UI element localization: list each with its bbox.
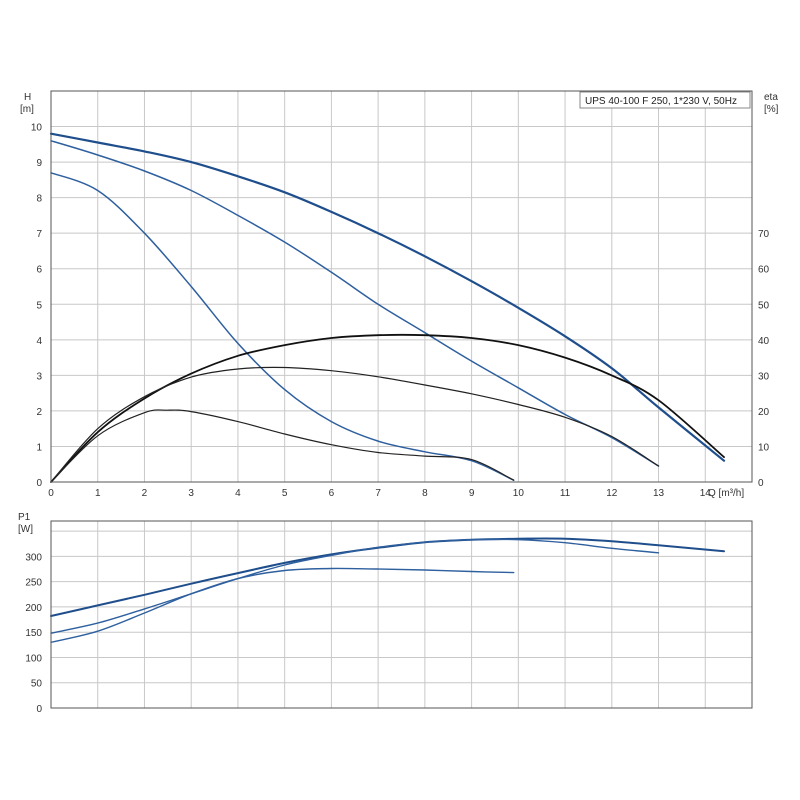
- power-chart-ticks: 0 50 100 150 200 250 300: [25, 552, 42, 715]
- x-tick-label: 5: [282, 488, 288, 499]
- power-curve: [50, 567, 515, 643]
- power-chart: 0 50 100 150 200 250 300 P1 [W]: [18, 512, 753, 715]
- power-tick-label: 300: [25, 552, 42, 563]
- power-tick-label: 200: [25, 603, 42, 614]
- efficiency-curve: [50, 366, 660, 483]
- x-tick-label: 7: [375, 488, 381, 499]
- power-axis-unit: [W]: [18, 524, 33, 535]
- y2-axis-label: eta: [764, 92, 778, 103]
- x-tick-label: 4: [235, 488, 241, 499]
- head-chart-frame: [50, 90, 753, 483]
- x-tick-label: 11: [560, 488, 571, 499]
- legend-box: [579, 91, 751, 109]
- x-tick-label: 9: [469, 488, 475, 499]
- y2-axis-unit: [%]: [764, 104, 779, 115]
- power-tick-label: 100: [25, 653, 42, 664]
- y-tick-label: 0: [36, 478, 42, 489]
- y-tick-label: 4: [36, 336, 42, 347]
- y-tick-label: 10: [31, 123, 43, 134]
- head-curve: [50, 172, 515, 481]
- y-tick-label: 8: [36, 194, 42, 205]
- x-tick-label: 13: [653, 488, 665, 499]
- head-curve: [49, 132, 726, 462]
- power-chart-grid: [50, 521, 753, 709]
- power-tick-label: 250: [25, 578, 42, 589]
- power-tick-label: 150: [25, 628, 42, 639]
- y-axis-label: H: [24, 92, 31, 103]
- y-axis-unit: [m]: [20, 104, 34, 115]
- x-tick-label: 2: [142, 488, 148, 499]
- y-tick-label: 3: [36, 371, 42, 382]
- head-chart-series: [49, 132, 726, 483]
- y2-tick-label: 60: [758, 265, 770, 276]
- x-tick-label: 3: [188, 488, 194, 499]
- head-curve: [50, 140, 660, 467]
- x-tick-label: 14: [700, 488, 712, 499]
- y-tick-label: 6: [36, 265, 42, 276]
- efficiency-curve: [50, 409, 515, 483]
- efficiency-curve: [50, 333, 725, 483]
- y-tick-label: 2: [36, 407, 42, 418]
- head-efficiency-chart: 0 1 2 3 4 5 6 7 8 9 10 11 12 13 1401234567891001020304…: [20, 90, 779, 499]
- head-chart-grid: [50, 90, 753, 483]
- head-chart-ticks: 0 1 2 3 4 5 6 7 8 9 10 11 12 13 1401234567891001020304…: [31, 123, 770, 499]
- x-tick-label: 8: [422, 488, 428, 499]
- y-tick-label: 7: [36, 229, 42, 240]
- legend-title: UPS 40-100 F 250, 1*230 V, 50Hz: [585, 96, 737, 107]
- y-tick-label: 5: [36, 300, 42, 311]
- y2-tick-label: 70: [758, 229, 770, 240]
- power-tick-label: 50: [31, 679, 43, 690]
- power-chart-series: [50, 537, 725, 643]
- legend: UPS 40-100 F 250, 1*230 V, 50Hz: [579, 91, 751, 109]
- y2-tick-label: 40: [758, 336, 770, 347]
- x-tick-label: 12: [606, 488, 618, 499]
- x-tick-label: 1: [95, 488, 101, 499]
- y-tick-label: 9: [36, 158, 42, 169]
- x-tick-label: 0: [48, 488, 54, 499]
- power-axis-label: P1: [18, 512, 31, 523]
- y2-tick-label: 30: [758, 371, 770, 382]
- power-chart-frame: [50, 520, 753, 709]
- y2-tick-label: 20: [758, 407, 770, 418]
- x-tick-label: 10: [513, 488, 525, 499]
- x-axis-label: Q [m³/h]: [708, 488, 744, 499]
- y2-tick-label: 0: [758, 478, 764, 489]
- power-tick-label: 0: [36, 704, 42, 715]
- x-tick-label: 6: [329, 488, 335, 499]
- y-tick-label: 1: [36, 442, 42, 453]
- power-curve: [50, 538, 660, 634]
- y2-tick-label: 50: [758, 300, 770, 311]
- y2-tick-label: 10: [758, 442, 770, 453]
